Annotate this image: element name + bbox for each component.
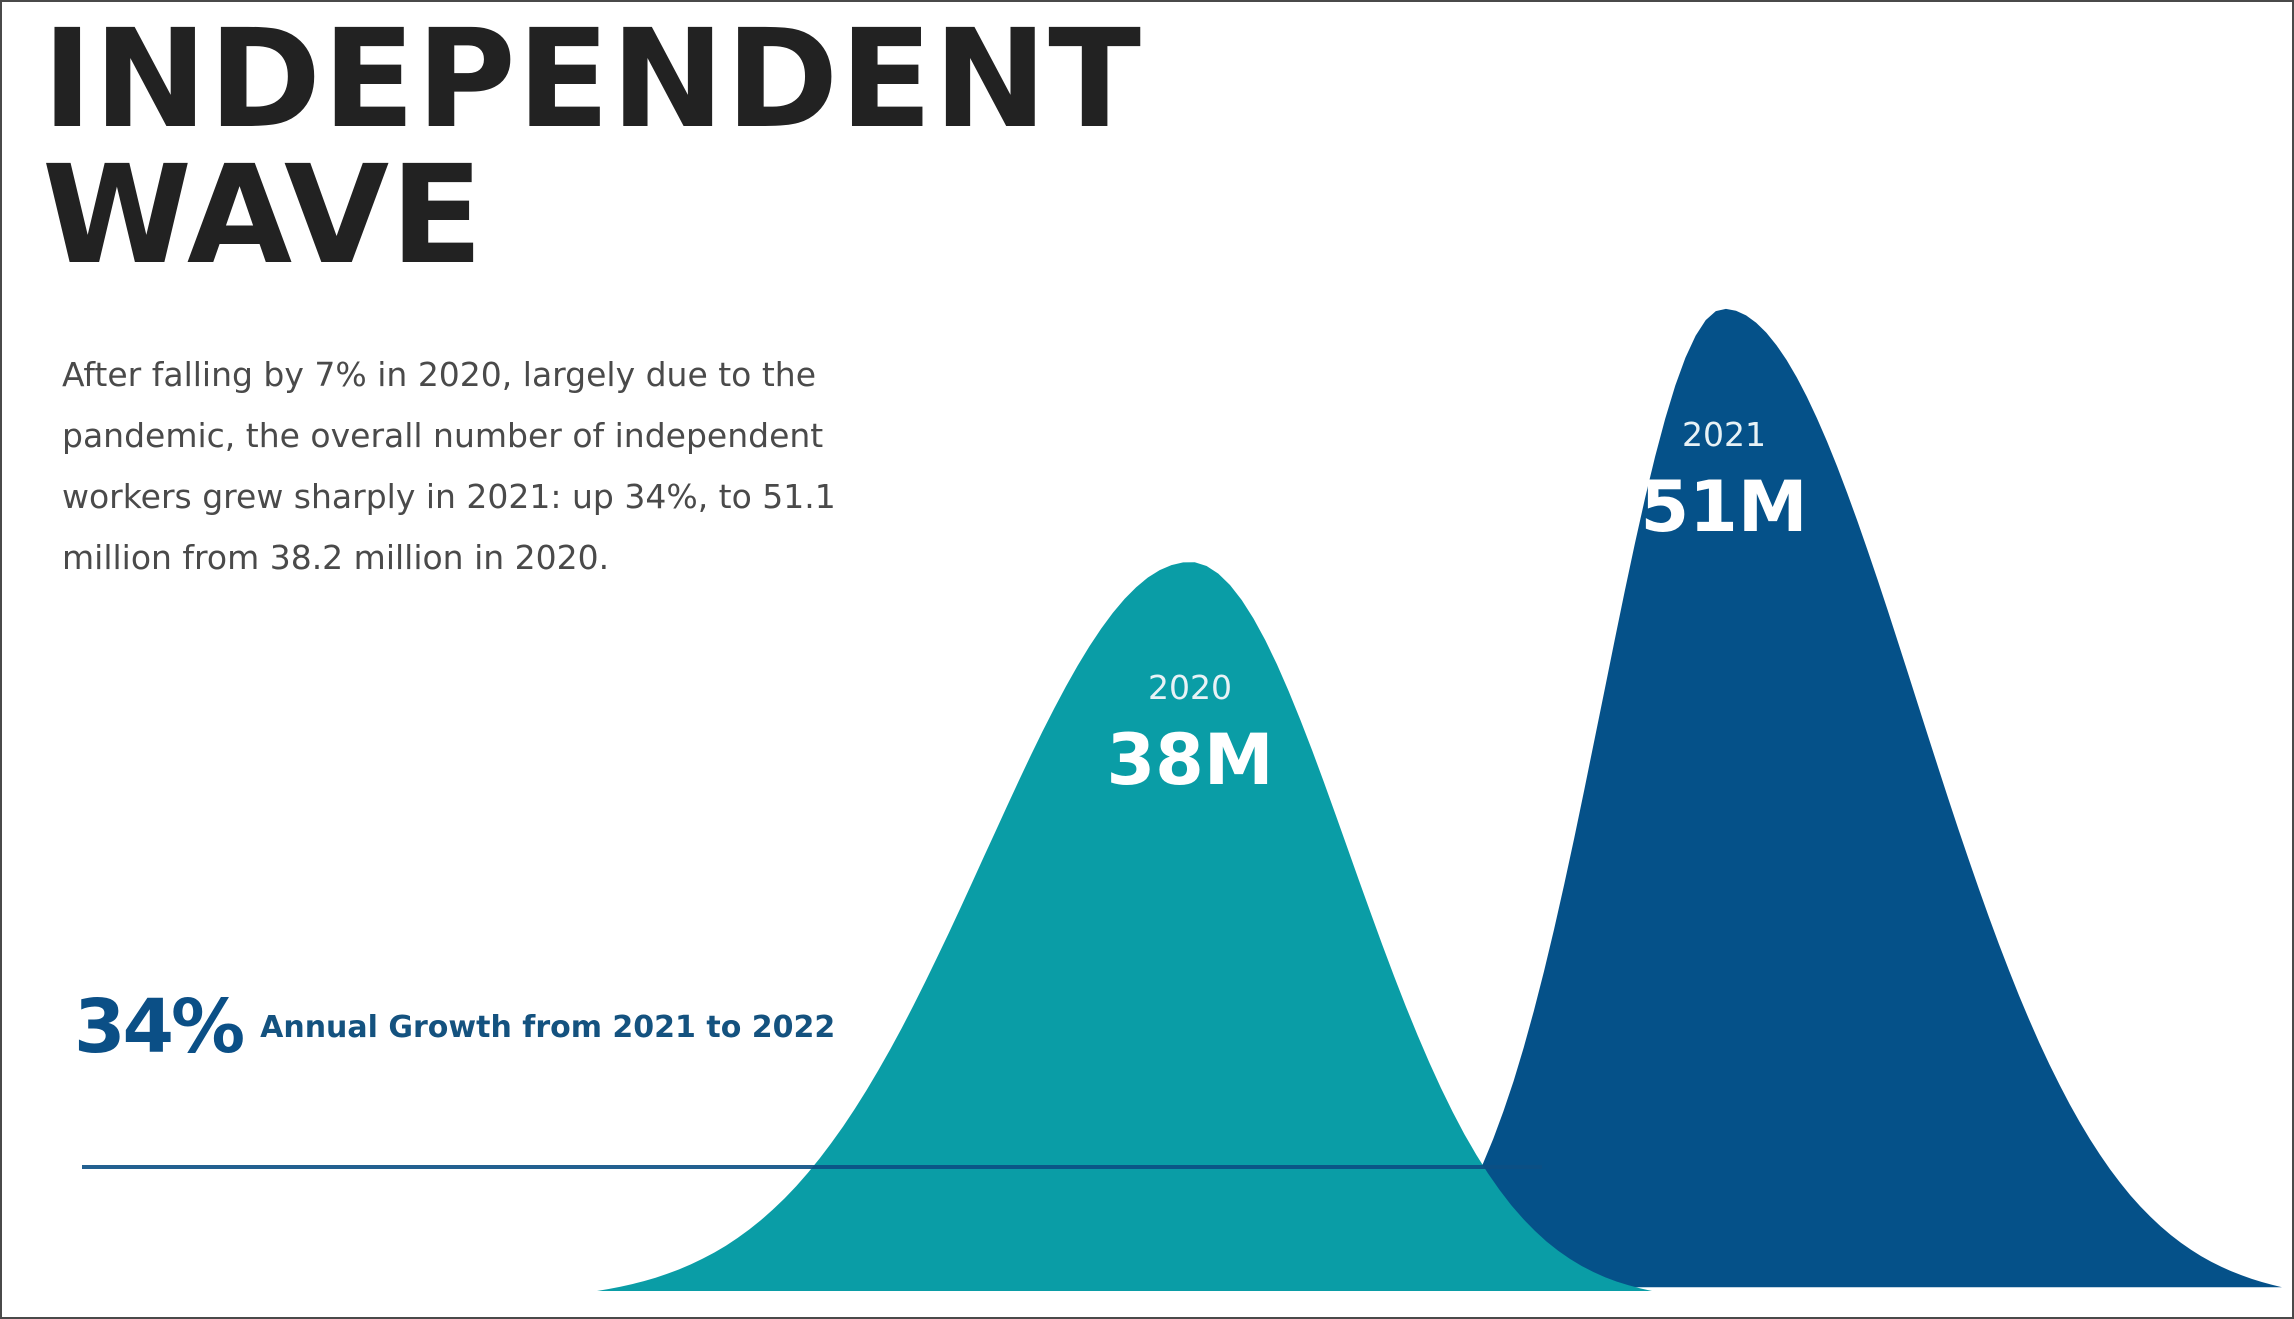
- title-line-2: WAVE: [42, 137, 485, 295]
- value-label-2021: 51M: [1640, 466, 1807, 548]
- wave-2021: [1372, 308, 2282, 1288]
- growth-label: Annual Growth from 2021 to 2022: [260, 1009, 836, 1045]
- wave-2020: [597, 562, 1652, 1291]
- description-text: After falling by 7% in 2020, largely due…: [62, 355, 836, 577]
- growth-stat: 34% Annual Growth from 2021 to 2022: [74, 984, 835, 1070]
- year-label-2020: 2020: [1148, 668, 1232, 707]
- value-label-2020: 38M: [1106, 719, 1273, 801]
- growth-value: 34%: [74, 984, 245, 1070]
- year-label-2021: 2021: [1682, 415, 1766, 454]
- page-title: INDEPENDENT WAVE: [42, 12, 1142, 284]
- title-line-1: INDEPENDENT: [42, 1, 1142, 159]
